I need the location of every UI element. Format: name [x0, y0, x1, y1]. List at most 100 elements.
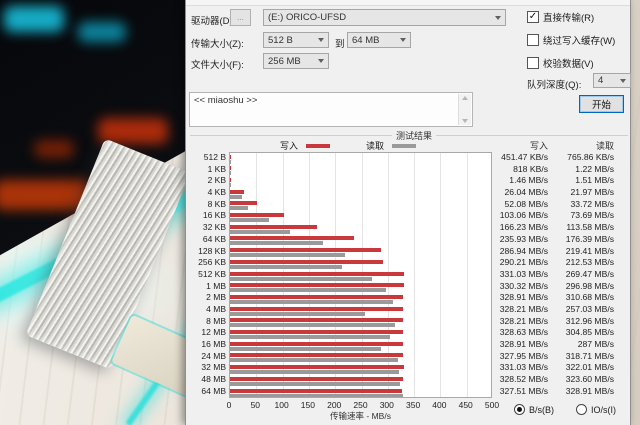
checkbox-unchecked-icon [527, 34, 539, 46]
read-bar [230, 276, 372, 281]
size-tick-label: 2 KB [207, 175, 226, 186]
size-tick-label: 16 KB [202, 210, 226, 221]
x-tick-label: 50 [250, 400, 261, 410]
write-bar [230, 318, 403, 323]
size-tick-label: 32 MB [201, 362, 226, 373]
write-value: 451.47 KB/s [501, 152, 548, 162]
read-bar [230, 218, 269, 222]
direct-io-label: 直接传输(R) [543, 13, 595, 24]
direct-io-checkbox[interactable]: ✓ 直接传输(R) [527, 10, 594, 24]
bar-row [230, 235, 491, 247]
bypass-cache-checkbox[interactable]: 绕过写入缓存(W) [527, 33, 615, 47]
read-value: 318.71 MB/s [565, 350, 614, 361]
scroll-up-icon[interactable] [462, 96, 468, 100]
read-column-header: 读取 [595, 141, 614, 151]
write-value: 331.03 MB/s [499, 268, 548, 279]
write-bar [230, 177, 231, 182]
chart-legend: 写入 读取 [280, 139, 417, 152]
write-value: 328.21 MB/s [499, 315, 548, 326]
queue-depth-select[interactable]: 4 [593, 73, 631, 88]
write-value: 290.21 MB/s [499, 257, 548, 268]
read-bar [230, 370, 400, 375]
x-tick-label: 450 [458, 400, 473, 410]
write-value: 286.94 MB/s [499, 245, 548, 256]
file-size-label: 文件大小(F): [191, 60, 244, 71]
io-per-sec-radio[interactable]: IO/s(I) [576, 404, 616, 415]
verify-data-checkbox[interactable]: 校验数据(V) [527, 56, 594, 70]
description-textbox[interactable]: << miaoshu >> [189, 92, 473, 127]
bar-row [230, 153, 491, 165]
chart-x-axis-ticks: 0 50 100 150 200 250 300 350 400 450 500 [186, 400, 630, 410]
write-bar [230, 388, 403, 393]
write-column-header: 写入 [529, 141, 548, 151]
read-bar [230, 229, 290, 234]
read-bar [230, 171, 231, 176]
read-value: 113.58 MB/s [566, 222, 614, 233]
read-bar [230, 253, 346, 258]
size-tick-label: 32 KB [202, 222, 226, 233]
bar-row [230, 293, 491, 305]
size-tick-label: 8 MB [206, 315, 226, 326]
radio-unselected-icon [576, 404, 588, 415]
file-size-select[interactable]: 256 MB [263, 53, 329, 69]
drive-select[interactable]: (E:) ORICO-UFSD [263, 9, 506, 26]
gridline [414, 153, 416, 397]
chevron-down-icon [495, 15, 501, 20]
x-tick-label: 200 [327, 400, 342, 410]
write-value: 52.08 MB/s [504, 198, 548, 209]
chevron-down-icon [400, 38, 406, 42]
description-text: << miaoshu >> [194, 95, 258, 106]
bar-row [230, 364, 491, 376]
write-bar [230, 341, 403, 346]
size-tick-label: 64 KB [202, 233, 226, 244]
write-value: 103.06 MB/s [499, 210, 548, 221]
bar-row [230, 188, 491, 200]
start-button[interactable]: 开始 [579, 95, 624, 113]
read-value: 212.53 MB/s [565, 257, 614, 268]
bar-row [230, 340, 491, 352]
bypass-cache-label: 绕过写入缓存(W) [543, 36, 616, 47]
x-tick-label: 500 [484, 400, 500, 410]
red-keyboard-glow [34, 140, 74, 158]
x-tick-label: 250 [353, 400, 368, 410]
bar-row [230, 165, 491, 177]
browse-button[interactable]: ... [230, 9, 251, 26]
x-tick-label: 0 [226, 400, 232, 410]
write-values-column: 451.47 KB/s 818 KB/s 1.46 MB/s 26.04 MB/s 52… [486, 152, 548, 397]
x-tick-label: 350 [406, 400, 421, 410]
size-tick-label: 512 B [203, 152, 226, 162]
size-tick-label: 4 KB [207, 187, 226, 198]
size-tick-label: 1 MB [206, 280, 226, 291]
write-value: 330.32 MB/s [499, 280, 548, 291]
read-value: 219.41 MB/s [565, 245, 614, 256]
write-value: 235.93 MB/s [499, 233, 548, 244]
description-scrollbar[interactable] [458, 94, 471, 125]
results-group-title: 测试结果 [392, 129, 437, 142]
window-top-strip [186, 0, 630, 6]
write-bar [230, 201, 258, 206]
write-value: 327.51 MB/s [499, 385, 548, 396]
bar-row [230, 317, 491, 329]
write-value: 26.04 MB/s [504, 187, 548, 198]
read-value: 323.60 MB/s [565, 374, 614, 385]
legend-write-swatch [306, 143, 331, 148]
read-bar [230, 335, 391, 339]
write-bar [230, 236, 355, 241]
gridline [466, 153, 468, 397]
read-bar [230, 288, 387, 293]
x-tick-label: 100 [274, 400, 289, 410]
drive-label: 驱动器(D): [191, 16, 236, 27]
checkbox-unchecked-icon [527, 57, 539, 69]
scroll-down-icon[interactable] [462, 119, 468, 123]
transfer-to-select[interactable]: 64 MB [347, 32, 411, 48]
transfer-from-select[interactable]: 512 B [263, 32, 329, 48]
read-bar [230, 194, 242, 199]
write-bar [230, 283, 404, 288]
bytes-per-sec-radio[interactable]: B/s(B) [514, 404, 554, 415]
legend-read-label: 读取 [366, 141, 385, 151]
read-value: 1.51 MB/s [575, 175, 614, 186]
bar-row [230, 270, 491, 282]
chevron-down-icon [318, 38, 324, 42]
size-tick-label: 16 MB [201, 339, 226, 349]
queue-depth-value: 4 [598, 75, 604, 86]
